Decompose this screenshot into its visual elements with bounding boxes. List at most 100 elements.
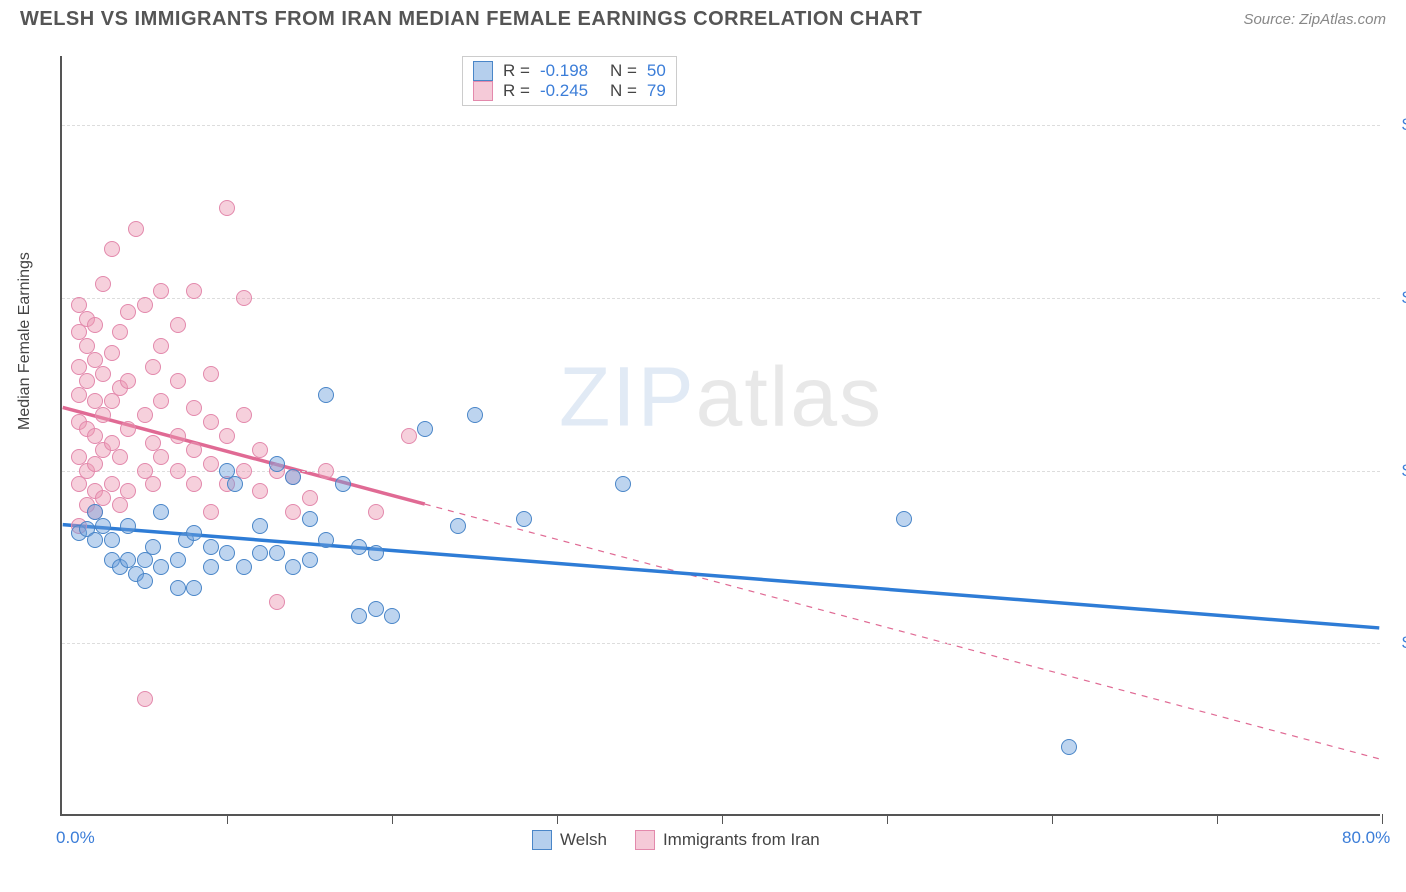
data-point — [252, 545, 268, 561]
data-point — [87, 317, 103, 333]
data-point — [285, 559, 301, 575]
data-point — [186, 580, 202, 596]
data-point — [145, 539, 161, 555]
data-point — [112, 324, 128, 340]
data-point — [219, 200, 235, 216]
data-point — [170, 463, 186, 479]
data-point — [112, 497, 128, 513]
y-tick-label: $50,000 — [1384, 461, 1406, 481]
legend-item-welsh: Welsh — [532, 830, 607, 850]
y-axis-label: Median Female Earnings — [16, 252, 34, 430]
data-point — [896, 511, 912, 527]
data-point — [351, 608, 367, 624]
data-point — [335, 476, 351, 492]
data-point — [227, 476, 243, 492]
swatch-icon — [532, 830, 552, 850]
x-tick — [392, 814, 393, 824]
data-point — [368, 545, 384, 561]
gridline — [62, 125, 1380, 126]
x-tick — [1052, 814, 1053, 824]
data-point — [153, 559, 169, 575]
data-point — [269, 456, 285, 472]
data-point — [236, 559, 252, 575]
data-point — [450, 518, 466, 534]
data-point — [368, 601, 384, 617]
data-point — [186, 442, 202, 458]
data-point — [236, 290, 252, 306]
data-point — [87, 532, 103, 548]
data-point — [318, 387, 334, 403]
data-point — [285, 469, 301, 485]
data-point — [95, 366, 111, 382]
data-point — [120, 373, 136, 389]
chart-title: WELSH VS IMMIGRANTS FROM IRAN MEDIAN FEM… — [20, 8, 922, 31]
data-point — [252, 442, 268, 458]
data-point — [137, 691, 153, 707]
x-tick — [1382, 814, 1383, 824]
data-point — [302, 511, 318, 527]
data-point — [120, 518, 136, 534]
data-point — [186, 476, 202, 492]
legend-label: Immigrants from Iran — [663, 830, 820, 850]
data-point — [71, 476, 87, 492]
data-point — [128, 221, 144, 237]
data-point — [219, 545, 235, 561]
data-point — [104, 532, 120, 548]
data-point — [137, 297, 153, 313]
x-tick — [887, 814, 888, 824]
data-point — [120, 304, 136, 320]
gridline — [62, 298, 1380, 299]
data-point — [170, 373, 186, 389]
data-point — [95, 407, 111, 423]
data-point — [186, 400, 202, 416]
legend: Welsh Immigrants from Iran — [532, 830, 820, 850]
data-point — [203, 414, 219, 430]
data-point — [302, 490, 318, 506]
data-point — [104, 345, 120, 361]
gridline — [62, 471, 1380, 472]
data-point — [104, 476, 120, 492]
data-point — [137, 407, 153, 423]
data-point — [137, 573, 153, 589]
data-point — [95, 276, 111, 292]
data-point — [120, 421, 136, 437]
data-point — [236, 407, 252, 423]
x-tick — [227, 814, 228, 824]
data-point — [203, 559, 219, 575]
swatch-icon — [635, 830, 655, 850]
data-point — [79, 373, 95, 389]
data-point — [104, 393, 120, 409]
x-tick — [1217, 814, 1218, 824]
data-point — [318, 532, 334, 548]
data-point — [368, 504, 384, 520]
data-point — [203, 539, 219, 555]
plot-area: ZIPatlas R =-0.198N =50R =-0.245N =79 We… — [60, 56, 1380, 816]
data-point — [137, 552, 153, 568]
x-tick — [557, 814, 558, 824]
x-tick — [722, 814, 723, 824]
data-point — [252, 483, 268, 499]
data-point — [153, 449, 169, 465]
data-point — [269, 545, 285, 561]
trend-lines — [62, 56, 1380, 814]
data-point — [467, 407, 483, 423]
data-point — [351, 539, 367, 555]
data-point — [112, 449, 128, 465]
data-point — [153, 338, 169, 354]
gridline — [62, 643, 1380, 644]
data-point — [170, 552, 186, 568]
data-point — [384, 608, 400, 624]
data-point — [170, 580, 186, 596]
data-point — [516, 511, 532, 527]
data-point — [186, 525, 202, 541]
legend-label: Welsh — [560, 830, 607, 850]
data-point — [302, 552, 318, 568]
data-point — [219, 428, 235, 444]
data-point — [153, 504, 169, 520]
data-point — [203, 456, 219, 472]
data-point — [170, 317, 186, 333]
data-point — [145, 476, 161, 492]
data-point — [285, 504, 301, 520]
data-point — [615, 476, 631, 492]
data-point — [145, 359, 161, 375]
